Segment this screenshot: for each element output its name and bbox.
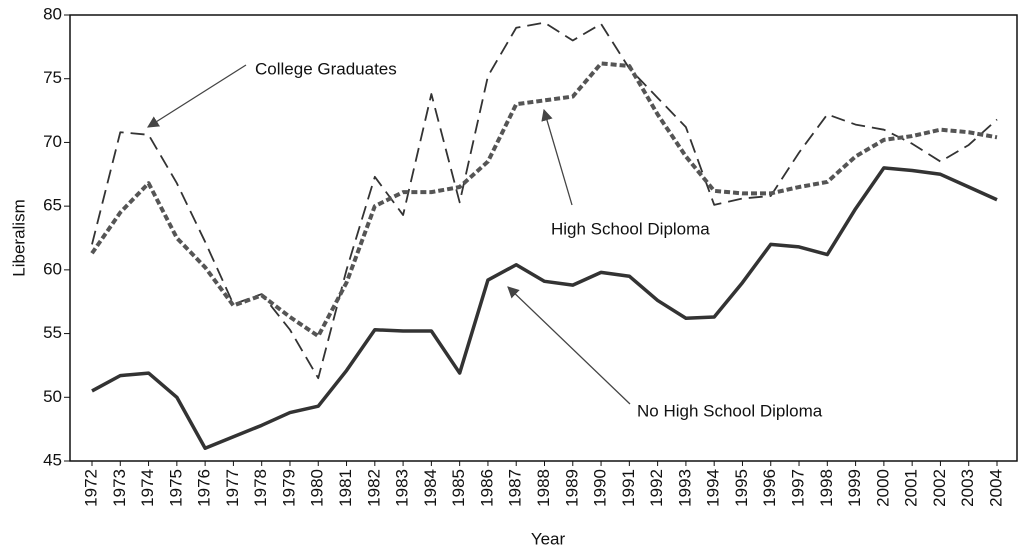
x-tick-label: 1994 bbox=[704, 469, 723, 507]
x-tick-label: 1983 bbox=[393, 469, 412, 507]
series-label: College Graduates bbox=[255, 59, 397, 78]
x-tick-label: 2002 bbox=[930, 469, 949, 507]
x-tick-label: 1988 bbox=[534, 469, 553, 507]
x-tick-label: 2003 bbox=[958, 469, 977, 507]
y-tick-label: 45 bbox=[43, 450, 62, 469]
series-line bbox=[90, 61, 998, 339]
x-tick-label: 2000 bbox=[873, 469, 892, 507]
y-tick-label: 50 bbox=[43, 387, 62, 406]
x-tick-label: 1972 bbox=[81, 469, 100, 507]
x-tick-label: 1985 bbox=[449, 469, 468, 507]
x-tick-label: 1993 bbox=[675, 469, 694, 507]
x-tick-label: 1987 bbox=[506, 469, 525, 507]
x-tick-label: 1991 bbox=[619, 469, 638, 507]
x-tick-label: 1995 bbox=[732, 469, 751, 507]
y-tick-label: 75 bbox=[43, 68, 62, 87]
x-tick-label: 1990 bbox=[591, 469, 610, 507]
x-tick-label: 2001 bbox=[902, 469, 921, 507]
x-tick-label: 1986 bbox=[477, 469, 496, 507]
y-tick-label: 65 bbox=[43, 196, 62, 215]
series-label: No High School Diploma bbox=[637, 401, 823, 420]
y-tick-label: 60 bbox=[43, 259, 62, 278]
y-tick-label: 55 bbox=[43, 323, 62, 342]
x-tick-label: 1973 bbox=[110, 469, 129, 507]
x-tick-label: 1999 bbox=[845, 469, 864, 507]
x-tick-label: 1997 bbox=[789, 469, 808, 507]
annotation-arrow bbox=[147, 64, 247, 128]
x-tick-label: 1998 bbox=[817, 469, 836, 507]
x-tick-label: 1992 bbox=[647, 469, 666, 507]
annotation-arrow bbox=[507, 286, 631, 405]
x-tick-label: 1976 bbox=[195, 469, 214, 507]
y-tick-label: 80 bbox=[43, 4, 62, 23]
x-axis-title: Year bbox=[531, 529, 566, 548]
x-tick-label: 1996 bbox=[760, 469, 779, 507]
x-tick-label: 1982 bbox=[364, 469, 383, 507]
annotation-arrow bbox=[541, 108, 573, 206]
y-axis-title: Liberalism bbox=[9, 199, 28, 276]
x-tick-label: 1975 bbox=[166, 469, 185, 507]
x-tick-label: 1978 bbox=[251, 469, 270, 507]
x-tick-label: 1981 bbox=[336, 469, 355, 507]
series-label: High School Diploma bbox=[551, 219, 710, 238]
x-tick-label: 1977 bbox=[223, 469, 242, 507]
x-tick-label: 2004 bbox=[986, 469, 1005, 507]
plot-frame bbox=[69, 14, 1018, 462]
series-line bbox=[91, 166, 998, 451]
series-line bbox=[91, 21, 998, 380]
x-tick-label: 1979 bbox=[279, 469, 298, 507]
x-tick-label: 1980 bbox=[308, 469, 327, 507]
x-tick-label: 1989 bbox=[562, 469, 581, 507]
x-tick-label: 1974 bbox=[138, 469, 157, 507]
y-tick-label: 70 bbox=[43, 132, 62, 151]
x-tick-label: 1984 bbox=[421, 469, 440, 507]
